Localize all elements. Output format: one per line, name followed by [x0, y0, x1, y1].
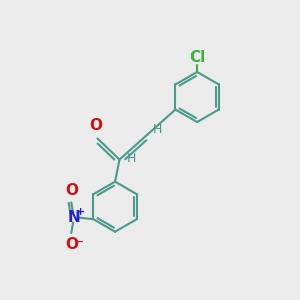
Text: Cl: Cl	[189, 50, 205, 65]
Text: O: O	[65, 237, 78, 252]
Text: O: O	[89, 118, 102, 133]
Text: +: +	[76, 207, 86, 217]
Text: ⁻: ⁻	[76, 237, 84, 252]
Text: N: N	[68, 210, 81, 225]
Text: O: O	[65, 183, 78, 198]
Text: H: H	[127, 152, 136, 165]
Text: H: H	[153, 123, 163, 136]
